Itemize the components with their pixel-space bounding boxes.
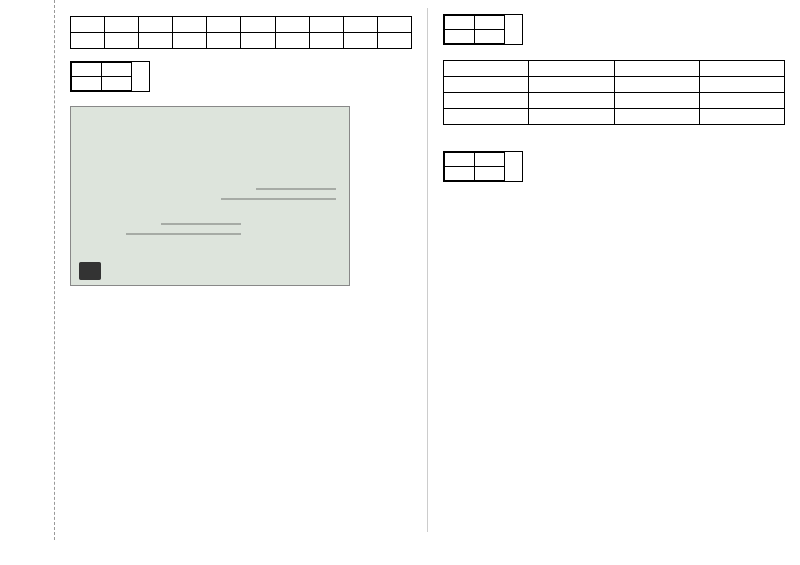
grader-box <box>443 151 523 182</box>
train-svg <box>71 107 350 286</box>
score-label <box>445 153 475 167</box>
binding-margin <box>0 0 55 540</box>
th <box>699 61 784 77</box>
th <box>241 17 275 33</box>
th <box>529 61 614 77</box>
th <box>309 17 343 33</box>
th <box>377 17 411 33</box>
grader-box <box>443 14 523 45</box>
th <box>444 61 529 77</box>
cell <box>444 77 529 93</box>
cell <box>444 93 529 109</box>
cell <box>444 109 529 125</box>
th <box>139 17 173 33</box>
score-header-table <box>70 16 412 49</box>
left-column <box>55 0 427 540</box>
lookup-table <box>443 60 785 125</box>
pinyin-train-image <box>70 106 350 286</box>
grader-label <box>475 16 505 30</box>
score-label <box>72 63 102 77</box>
grader-box <box>70 61 150 92</box>
grader-label <box>475 153 505 167</box>
row-label <box>71 33 105 49</box>
th <box>343 17 377 33</box>
score-label <box>445 16 475 30</box>
th <box>207 17 241 33</box>
grader-label <box>102 63 132 77</box>
th <box>71 17 105 33</box>
page-footer <box>0 540 800 548</box>
th <box>173 17 207 33</box>
th <box>105 17 139 33</box>
right-column <box>428 0 800 540</box>
th <box>275 17 309 33</box>
th <box>614 61 699 77</box>
